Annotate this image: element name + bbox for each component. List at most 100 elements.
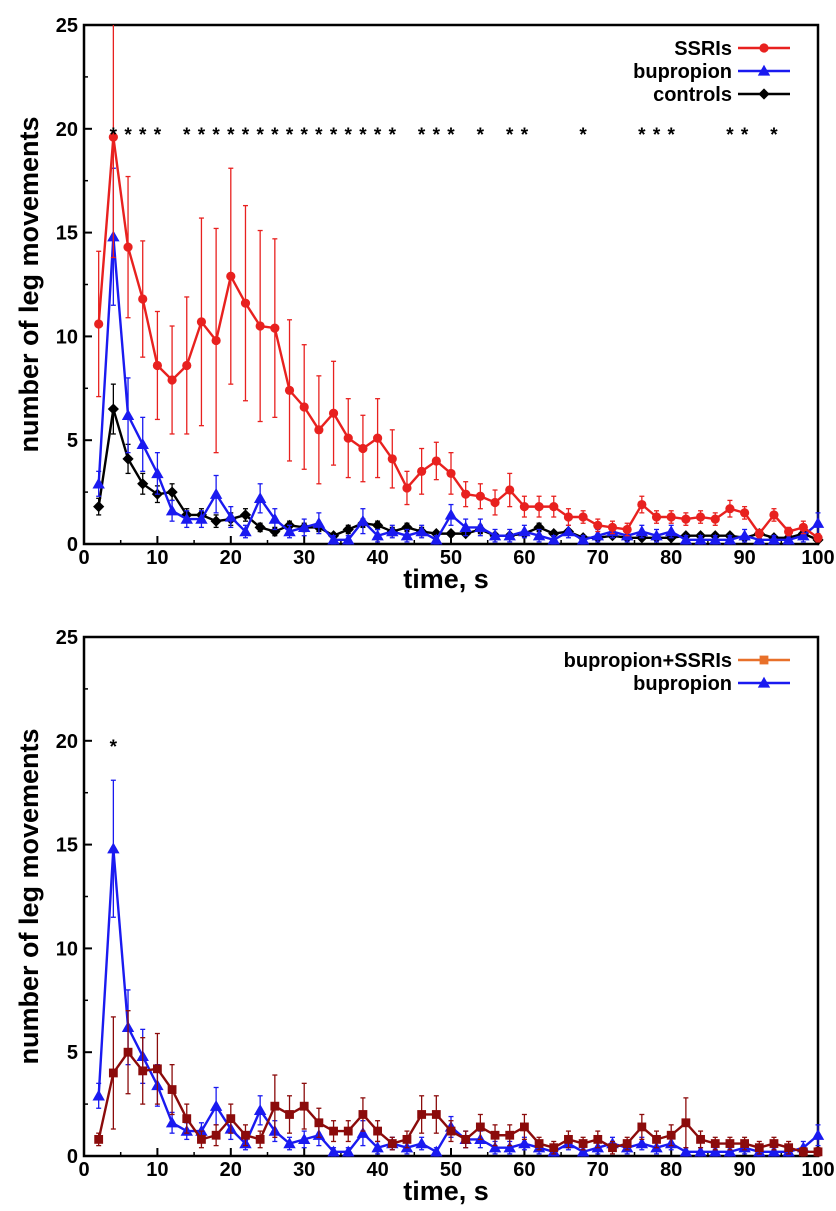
data-point (342, 1145, 355, 1157)
legend-marker (759, 43, 769, 53)
x-tick-label: 30 (293, 1159, 315, 1181)
data-point (549, 1143, 559, 1153)
data-point (137, 478, 149, 490)
data-point (798, 1147, 808, 1157)
y-tick-label: 20 (56, 119, 78, 141)
x-axis-label: time, s (403, 1176, 489, 1206)
data-point (635, 1137, 649, 1149)
significance-marker: * (521, 125, 529, 146)
data-point (784, 1143, 794, 1153)
y-tick-label: 25 (56, 627, 78, 649)
x-tick-label: 20 (220, 1159, 242, 1181)
data-point (607, 522, 618, 532)
significance-marker: * (212, 125, 220, 146)
data-point (358, 1110, 368, 1119)
x-axis-label: time, s (403, 564, 489, 594)
data-point (373, 1126, 382, 1136)
series-line (97, 847, 819, 1154)
series-SSRIs (94, 25, 823, 543)
data-point (534, 502, 544, 512)
x-tick-label: 10 (146, 1159, 168, 1181)
data-point (343, 433, 353, 443)
x-tick-label: 60 (513, 1159, 535, 1181)
data-point (417, 466, 427, 476)
x-tick-label: 70 (587, 1159, 609, 1181)
data-point (283, 525, 296, 537)
significance-marker: * (154, 125, 162, 146)
data-point (284, 385, 295, 395)
y-tick-label: 0 (67, 534, 78, 556)
data-point (372, 519, 384, 531)
data-point (94, 1134, 104, 1144)
data-point (593, 1134, 603, 1144)
data-point (430, 533, 443, 545)
data-point (299, 1101, 309, 1111)
data-point (342, 533, 355, 545)
data-point (723, 533, 737, 545)
data-point (475, 491, 485, 501)
data-point (576, 1145, 590, 1157)
data-point (637, 1122, 647, 1132)
data-point (753, 533, 766, 545)
data-point (754, 529, 764, 539)
data-point (798, 522, 808, 532)
data-point (635, 525, 649, 537)
data-point (329, 1126, 338, 1136)
data-point (386, 525, 399, 537)
data-point (576, 533, 590, 545)
legend-label: controls (653, 84, 732, 106)
significance-marker: * (124, 125, 132, 146)
significance-marker: * (447, 125, 455, 146)
x-tick-label: 100 (801, 1159, 834, 1181)
significance-marker: * (579, 125, 587, 146)
data-point (138, 1066, 148, 1076)
data-point (518, 525, 531, 537)
data-point (182, 1114, 192, 1124)
data-point (444, 508, 458, 520)
data-point (519, 502, 530, 512)
y-tick-label: 20 (56, 731, 78, 753)
data-point (767, 1145, 781, 1157)
data-point (811, 517, 825, 528)
data-point (503, 529, 516, 541)
data-point (415, 1137, 428, 1149)
data-point (681, 514, 691, 524)
series-bupropion+SSRIs (94, 1010, 823, 1157)
data-point (123, 1047, 133, 1057)
data-point (327, 533, 340, 545)
data-point (740, 1139, 749, 1148)
data-point (738, 529, 751, 541)
data-point (431, 1110, 441, 1119)
significance-marker: * (345, 125, 353, 146)
x-tick-label: 30 (293, 547, 315, 569)
data-point (503, 1141, 516, 1153)
data-point (593, 520, 603, 530)
significance-marker: * (653, 125, 661, 146)
data-point (430, 1145, 443, 1157)
data-point (356, 514, 370, 526)
data-point (725, 504, 735, 514)
significance-marker: * (315, 125, 323, 146)
data-point (681, 1118, 691, 1128)
data-point (459, 521, 472, 533)
data-point (180, 512, 193, 524)
plot-frame (82, 635, 820, 1158)
significance-marker: * (418, 125, 426, 146)
data-point (696, 1134, 705, 1144)
data-point (709, 533, 722, 545)
significance-marker: * (638, 125, 646, 146)
data-point (754, 1143, 764, 1153)
y-tick-label: 0 (67, 1146, 78, 1168)
data-point (167, 375, 177, 385)
significance-marker: * (242, 125, 250, 146)
data-point (358, 443, 368, 454)
data-point (652, 1134, 661, 1144)
data-point (182, 360, 192, 371)
data-point (578, 512, 588, 522)
data-point (121, 409, 135, 420)
data-point (710, 1139, 720, 1148)
data-point (209, 1099, 223, 1111)
data-point (166, 486, 178, 498)
data-point (446, 468, 456, 479)
x-tick-label: 40 (366, 1159, 388, 1181)
